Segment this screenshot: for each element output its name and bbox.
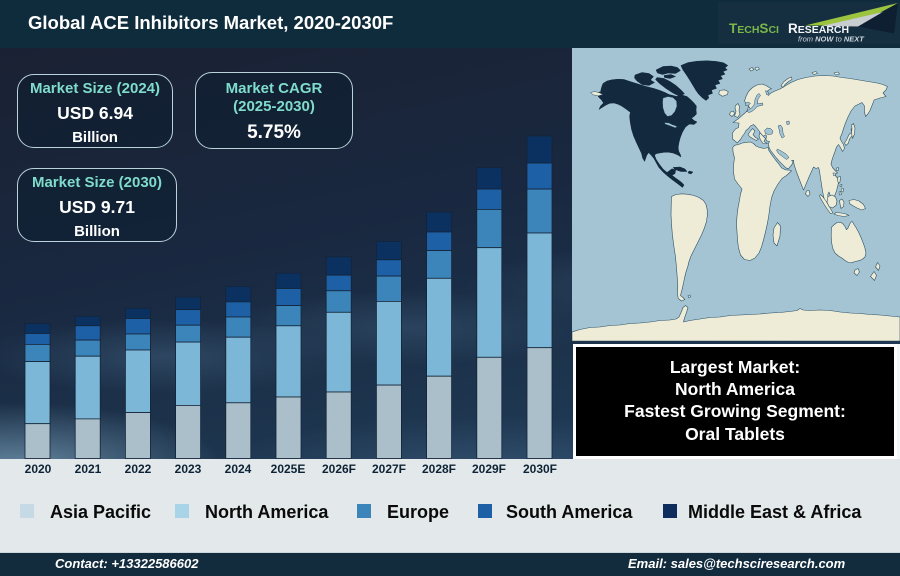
svg-text:RESEARCH: RESEARCH bbox=[788, 21, 849, 36]
svg-text:from NOW to NEXT: from NOW to NEXT bbox=[798, 35, 865, 44]
svg-text:TECHSCI: TECHSCI bbox=[729, 21, 779, 36]
